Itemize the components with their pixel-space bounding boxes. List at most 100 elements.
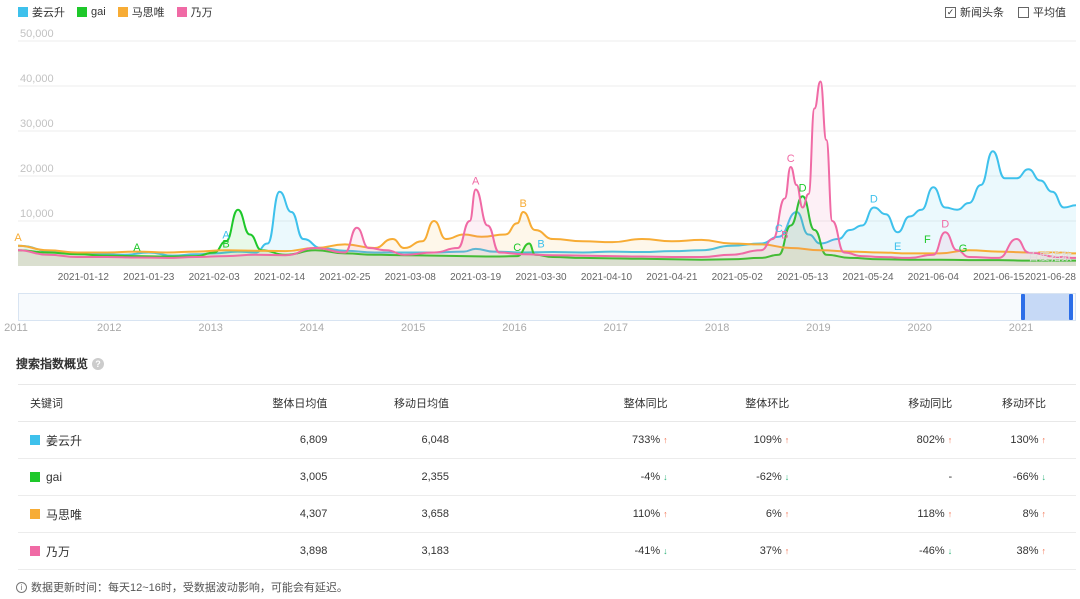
- news-toggle-label: 新闻头条: [960, 7, 1004, 19]
- mobile-mom-cell: 38% ↑: [952, 532, 1076, 570]
- mobile-mom-cell: -66% ↓: [952, 458, 1076, 496]
- mobile-yoy-cell: -46% ↓: [789, 532, 953, 570]
- x-tick-label: 2021-06-28: [1025, 272, 1077, 283]
- mobile-mom-value: 8%: [1022, 508, 1039, 520]
- chart-toggles: ✓ 新闻头条 平均值: [945, 4, 1066, 20]
- news-annotation-marker: B: [537, 239, 544, 251]
- table-header-row: 关键词 整体日均值 移动日均值 整体同比 整体环比 移动同比 移动环比: [18, 384, 1076, 422]
- navigator-right-handle[interactable]: [1069, 294, 1073, 320]
- legend-label: 马思唯: [131, 7, 165, 19]
- arrow-up-icon: ↑: [784, 546, 790, 556]
- average-toggle[interactable]: 平均值: [1018, 4, 1066, 20]
- navigator-year-label: 2017: [603, 322, 629, 334]
- keyword-text: 马思唯: [46, 507, 83, 522]
- news-checkbox[interactable]: ✓: [945, 6, 956, 18]
- keyword-text: gai: [46, 470, 63, 484]
- col-mom: 整体环比: [667, 384, 790, 422]
- mom-value: -62%: [756, 471, 782, 483]
- yoy-value: 110%: [632, 508, 661, 520]
- avg-cell: 3,898: [213, 532, 328, 570]
- arrow-down-icon: ↓: [1041, 472, 1047, 482]
- series-line-2: [17, 210, 1077, 255]
- legend-item-naiwan[interactable]: 乃万: [176, 4, 213, 20]
- news-toggle[interactable]: ✓ 新闻头条: [945, 4, 1004, 20]
- navigator-year-label: 2020: [907, 322, 932, 334]
- average-checkbox[interactable]: [1018, 6, 1029, 18]
- arrow-up-icon: ↑: [1041, 435, 1047, 445]
- navigator-year-label: 2018: [704, 322, 730, 334]
- arrow-up-icon: ↑: [947, 435, 953, 445]
- footnote: i 数据更新时间：每天12~16时，受数据波动影响，可能会有延迟。: [16, 579, 348, 595]
- navigator-year-axis: 2011 2012 2013 2014 2015 2016 2017 2018 2019 2020…: [0, 322, 1080, 338]
- mobile-avg-cell: 6,048: [327, 421, 450, 459]
- navigator-year-label: 2012: [97, 322, 122, 334]
- legend-item-gai[interactable]: gai: [77, 6, 106, 18]
- mobile-mom-value: 130%: [1010, 434, 1039, 446]
- news-annotation-marker: D: [870, 194, 878, 206]
- keyword-cell: 马思唯: [18, 495, 214, 533]
- series-area-0: [18, 151, 1076, 266]
- keyword-text: 乃万: [46, 544, 71, 559]
- watermark: 百度指数: [1028, 249, 1072, 263]
- mobile-yoy-value: 802%: [916, 434, 945, 446]
- mobile-avg-cell: 2,355: [327, 458, 450, 496]
- y-tick-label: 40,000: [20, 73, 54, 85]
- col-mobile-yoy: 移动同比: [789, 384, 953, 422]
- y-tick-label: 10,000: [20, 208, 54, 220]
- table-row: 马思唯 4,307 3,658 110% ↑ 6% ↑ 118% ↑ 8% ↑: [18, 495, 1076, 533]
- news-annotation-marker: D: [941, 218, 949, 230]
- trend-chart[interactable]: 10,000 20,000 30,000 40,000 50,000 2021-01-12…: [0, 24, 1080, 288]
- arrow-up-icon: ↑: [784, 509, 790, 519]
- x-tick-label: 2021-04-21: [646, 272, 698, 283]
- navigator-selection[interactable]: [1021, 294, 1073, 320]
- yoy-value: 733%: [631, 434, 661, 446]
- legend-item-masiwei[interactable]: 马思唯: [117, 4, 165, 20]
- navigator-year-label: 2016: [502, 322, 527, 334]
- mobile-mom-value: 38%: [1016, 545, 1039, 557]
- x-tick-label: 2021-03-30: [515, 272, 567, 283]
- info-icon: i: [16, 581, 27, 593]
- x-tick-label: 2021-03-08: [385, 272, 437, 283]
- news-annotation-marker: G: [959, 243, 968, 255]
- mobile-mom-value: -66%: [1012, 471, 1039, 483]
- mom-cell: 37% ↑: [667, 532, 790, 570]
- keyword-swatch: [30, 472, 40, 482]
- navigator-year-label: 2011: [4, 322, 28, 334]
- legend-item-jiangyunsheng[interactable]: 姜云升: [18, 4, 65, 20]
- x-tick-label: 2021-05-13: [777, 272, 829, 283]
- mobile-yoy-value: -46%: [919, 545, 945, 557]
- yoy-cell: 733% ↑: [449, 421, 668, 459]
- navigator-left-handle[interactable]: [1021, 294, 1025, 320]
- arrow-up-icon: ↑: [663, 509, 668, 519]
- col-mobile-avg: 移动日均值: [327, 384, 450, 422]
- legend-swatch: [77, 7, 87, 17]
- x-tick-label: 2021-05-02: [712, 272, 764, 283]
- y-tick-label: 30,000: [20, 118, 54, 130]
- help-icon[interactable]: ?: [92, 357, 105, 370]
- average-toggle-label: 平均值: [1033, 7, 1066, 19]
- mobile-avg-cell: 3,658: [327, 495, 450, 533]
- navigator-year-label: 2019: [806, 322, 831, 334]
- arrow-up-icon: ↑: [663, 435, 668, 445]
- navigator-year-label: 2015: [400, 322, 426, 334]
- mobile-mom-cell: 130% ↑: [952, 421, 1076, 459]
- navigator-year-label: 2021: [1008, 322, 1034, 334]
- footnote-text: 数据更新时间：每天12~16时，受数据波动影响，可能会有延迟。: [31, 582, 348, 594]
- x-tick-label: 2021-02-25: [319, 272, 371, 283]
- avg-cell: 6,809: [213, 421, 328, 459]
- news-annotation-marker: C: [787, 153, 795, 165]
- time-range-navigator[interactable]: [18, 293, 1076, 321]
- news-annotation-marker: F: [924, 234, 931, 246]
- news-annotation-marker: B: [222, 239, 229, 251]
- mobile-yoy-cell: 802% ↑: [789, 421, 953, 459]
- news-annotation-marker: A: [133, 242, 141, 254]
- arrow-up-icon: ↑: [947, 509, 953, 519]
- mobile-yoy-cell: 118% ↑: [789, 495, 953, 533]
- overview-title: 搜索指数概览 ?: [16, 355, 105, 372]
- legend-label: gai: [91, 6, 106, 18]
- news-annotation-marker: A: [14, 232, 22, 244]
- mom-cell: 6% ↑: [667, 495, 790, 533]
- legend-swatch: [176, 7, 187, 17]
- news-annotation-marker: C: [513, 242, 521, 254]
- yoy-cell: -4% ↓: [449, 458, 668, 496]
